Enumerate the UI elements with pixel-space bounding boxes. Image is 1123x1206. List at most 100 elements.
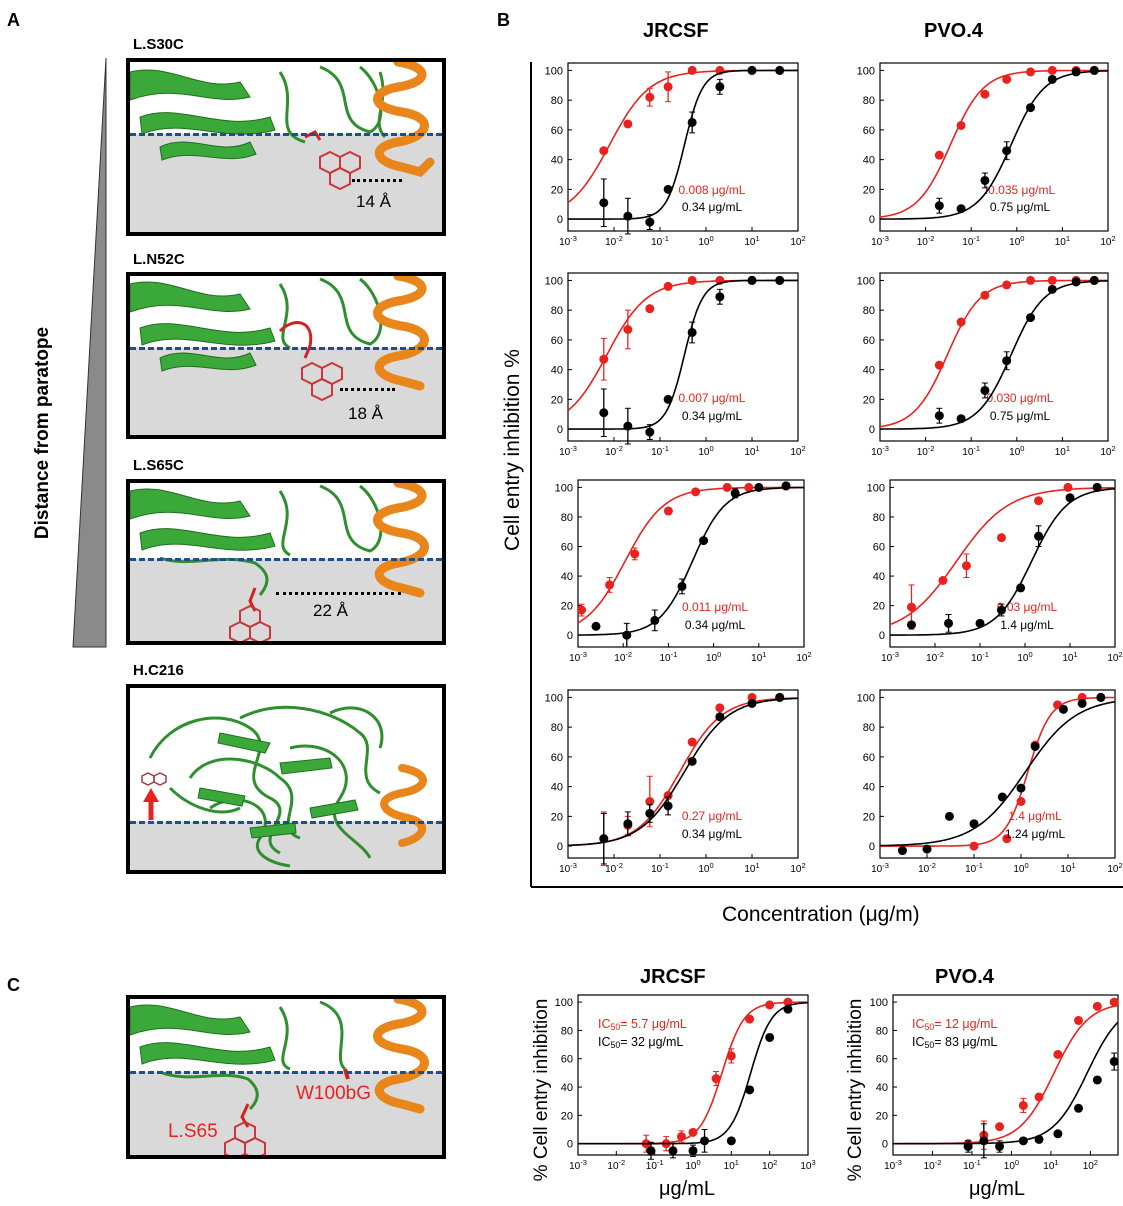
data-point-red (1053, 1049, 1063, 1059)
x-tick-label: 100 (1004, 1158, 1019, 1172)
ic50-label-black: 0.34 μg/mL (682, 200, 743, 214)
data-point-red (980, 290, 990, 300)
data-point-black (687, 117, 697, 127)
data-point-black (687, 327, 697, 337)
data-point-red (645, 304, 655, 314)
x-tick-label: 102 (762, 1158, 777, 1172)
y-tick-label: 100 (857, 65, 875, 77)
x-tick-label: 102 (1107, 861, 1122, 875)
x-tick-label: 10-2 (614, 650, 632, 664)
data-point-red (688, 1127, 698, 1137)
x-tick-label: 10-2 (924, 1158, 942, 1172)
protein-cartoon-3 (130, 483, 429, 641)
ic50-label-black: 0.34 μg/mL (685, 618, 746, 632)
data-point-red (687, 737, 697, 747)
y-tick-label: 60 (561, 1054, 573, 1066)
y-tick-label: 100 (555, 482, 573, 494)
structure-panel-3: 22 Å (126, 479, 446, 645)
y-tick-label: 60 (561, 542, 573, 554)
data-point-black (1077, 698, 1087, 708)
structure-title-2: L.N52C (133, 251, 185, 268)
data-point-red (599, 354, 609, 364)
data-point-black (715, 712, 725, 722)
data-point-black (730, 488, 740, 498)
y-tick-label: 100 (867, 482, 885, 494)
data-point-red (1109, 997, 1119, 1007)
y-tick-label: 100 (857, 692, 875, 704)
x-tick-label: 101 (744, 444, 759, 458)
data-point-black (1016, 783, 1026, 793)
y-tick-label: 60 (551, 752, 563, 764)
plot-frame (879, 689, 1116, 859)
membrane-line-2 (130, 347, 442, 350)
data-point-black (1047, 284, 1057, 294)
data-point-red (676, 1132, 686, 1142)
ic50-label-red: 0.008 μg/mL (679, 183, 746, 197)
y-tick-label: 20 (551, 811, 563, 823)
data-point-red (645, 92, 655, 102)
distance-label-1: 14 Å (356, 192, 391, 211)
x-tick-label: 101 (1055, 234, 1070, 248)
x-tick-label: 100 (1009, 234, 1024, 248)
x-tick-label: 102 (790, 444, 805, 458)
data-point-black (623, 819, 633, 829)
y-tick-label: 100 (555, 997, 573, 1009)
fit-curve-red (577, 486, 804, 624)
x-tick-label: 102 (1100, 444, 1115, 458)
data-point-black (1030, 741, 1040, 751)
y-tick-label: 20 (551, 394, 563, 406)
data-point-red (956, 317, 966, 327)
data-point-black (1089, 65, 1099, 75)
ic50-label-red: 0.03 μg/mL (997, 600, 1058, 614)
data-point-black (944, 618, 954, 628)
x-tick-label: 10-3 (559, 861, 577, 875)
x-tick-label: 10-2 (918, 861, 936, 875)
data-point-red (938, 575, 948, 585)
x-tick-label: 10-3 (569, 1158, 587, 1172)
x-tick-label: 10-1 (651, 234, 669, 248)
panel-b-label: B (497, 10, 510, 30)
y-tick-label: 100 (545, 692, 563, 704)
data-point-black (1074, 1103, 1084, 1113)
x-tick-label: 103 (800, 1158, 815, 1172)
x-tick-label: 101 (751, 650, 766, 664)
x-tick-label: 101 (1060, 861, 1075, 875)
data-point-black (1053, 1129, 1063, 1139)
data-point-red (687, 275, 697, 285)
data-point-black (688, 1146, 698, 1156)
data-point-black (979, 1136, 989, 1146)
panel-c-title-pvo4: PVO.4 (935, 966, 994, 988)
y-tick-label: 80 (551, 95, 563, 107)
data-point-black (956, 204, 966, 214)
y-tick-label: 0 (567, 1139, 573, 1151)
data-point-black (599, 408, 609, 418)
chart-b-jrcsf-2: 0 20 40 60 80 100 10-3 10-2 10-1 100 101 102 0.007 μ… (545, 272, 806, 458)
data-point-black (969, 819, 979, 829)
x-tick-label: 10-1 (962, 234, 980, 248)
x-tick-label: 101 (1043, 1158, 1058, 1172)
x-tick-label: 102 (1100, 234, 1115, 248)
plot-frame (879, 272, 1109, 442)
fit-curve-black (568, 69, 798, 220)
data-point-black (1109, 1057, 1119, 1067)
data-point-red (934, 360, 944, 370)
ic50-label-red: IC50= 5.7 μg/mL (598, 1017, 687, 1032)
site-label-w100bg: W100bG (296, 1083, 371, 1104)
fit-curve-black (879, 280, 1108, 430)
x-tick-label: 100 (1013, 861, 1028, 875)
x-tick-label: 10-3 (871, 444, 889, 458)
x-tick-label: 10-3 (871, 234, 889, 248)
x-tick-label: 10-3 (881, 650, 899, 664)
data-point-black (623, 211, 633, 221)
structure-title-4: H.C216 (133, 662, 184, 679)
x-tick-label: 10-2 (607, 1158, 625, 1172)
y-tick-label: 40 (863, 365, 875, 377)
data-point-red (995, 1122, 1005, 1132)
chart-b-pvo4-3: 0 20 40 60 80 100 10-3 10-2 10-1 100 101 102 0.03 μg… (867, 479, 1123, 664)
structure-title-1: L.S30C (133, 36, 184, 53)
chart-b-pvo4-4: 0 20 40 60 80 100 10-3 10-2 10-1 100 101 102 1.4 μg/… (857, 689, 1123, 875)
data-point-black (980, 385, 990, 395)
data-point-red (691, 487, 701, 497)
data-point-red (1034, 496, 1044, 506)
data-point-black (715, 82, 725, 92)
